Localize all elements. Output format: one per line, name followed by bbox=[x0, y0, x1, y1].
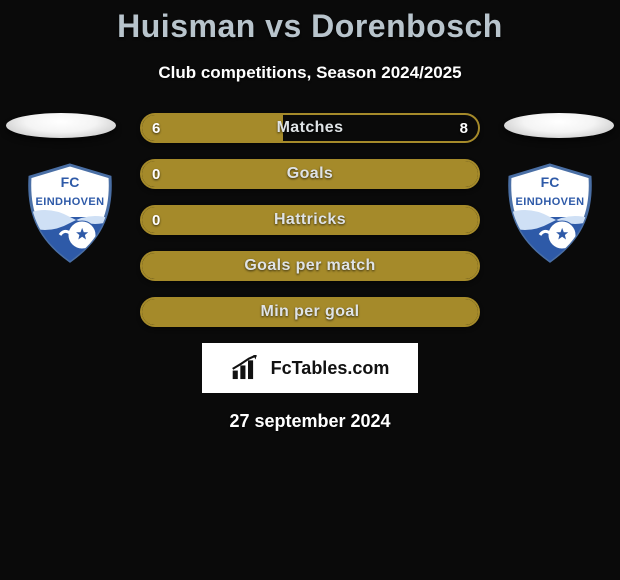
shield-icon: FC EINDHOVEN bbox=[20, 163, 120, 263]
badge-text-top: FC bbox=[541, 174, 560, 190]
stat-label: Goals bbox=[142, 161, 478, 187]
page-title: Huisman vs Dorenbosch bbox=[0, 0, 620, 45]
bar-chart-icon bbox=[231, 355, 265, 381]
stat-row: Min per goal bbox=[140, 297, 480, 327]
badge-text-bottom: EINDHOVEN bbox=[36, 196, 105, 208]
club-badge-right: FC EINDHOVEN bbox=[500, 163, 600, 263]
footer-brand-text: FcTables.com bbox=[271, 358, 390, 379]
stat-label: Goals per match bbox=[142, 253, 478, 279]
stat-label: Matches bbox=[142, 115, 478, 141]
footer-brand: FcTables.com bbox=[202, 343, 418, 393]
comparison-arena: FC EINDHOVEN FC EINDHOVEN bbox=[0, 113, 620, 327]
club-badge-left: FC EINDHOVEN bbox=[20, 163, 120, 263]
stat-row: Goals0 bbox=[140, 159, 480, 189]
stat-value-right: 8 bbox=[450, 115, 478, 141]
shield-icon: FC EINDHOVEN bbox=[500, 163, 600, 263]
stat-value-left: 0 bbox=[142, 161, 170, 187]
infographic-root: Huisman vs Dorenbosch Club competitions,… bbox=[0, 0, 620, 432]
date-text: 27 september 2024 bbox=[0, 411, 620, 432]
stat-label: Min per goal bbox=[142, 299, 478, 325]
stat-value-left: 6 bbox=[142, 115, 170, 141]
badge-text-top: FC bbox=[61, 174, 80, 190]
badge-text-bottom: EINDHOVEN bbox=[516, 196, 585, 208]
stat-bars: Matches68Goals0Hattricks0Goals per match… bbox=[140, 113, 480, 327]
disc-left bbox=[6, 113, 116, 138]
stat-row: Matches6 8 bbox=[140, 113, 480, 143]
stat-row: Hattricks0 bbox=[140, 205, 480, 235]
subtitle: Club competitions, Season 2024/2025 bbox=[0, 63, 620, 83]
disc-right bbox=[504, 113, 614, 138]
stat-row: Goals per match bbox=[140, 251, 480, 281]
stat-label: Hattricks bbox=[142, 207, 478, 233]
stat-value-left: 0 bbox=[142, 207, 170, 233]
